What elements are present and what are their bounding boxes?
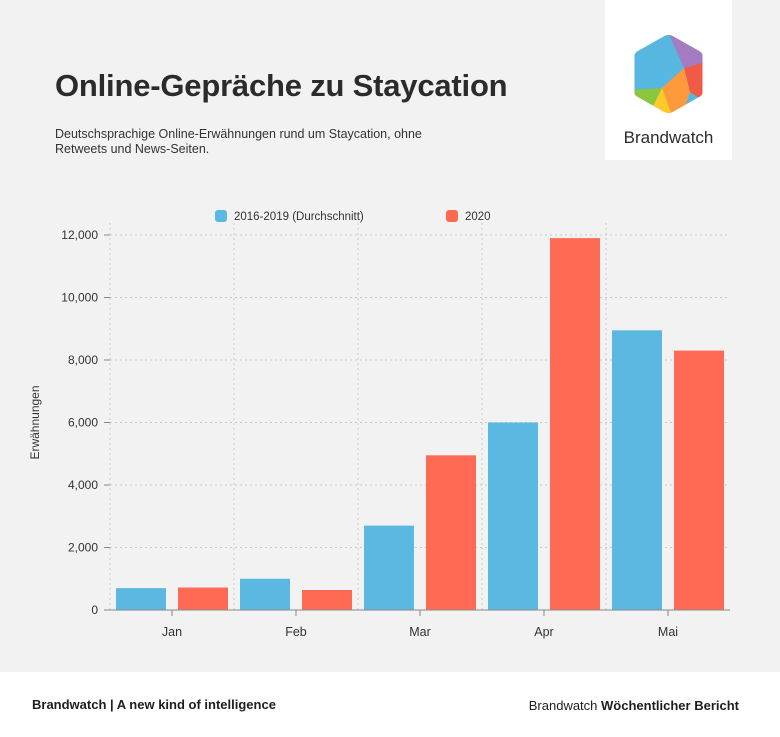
y-tick-label: 8,000 [68, 353, 98, 367]
y-tick-label: 2,000 [68, 541, 98, 555]
x-tick-label: Mar [409, 625, 431, 639]
bar-feb-series-2 [302, 590, 352, 610]
footer-report-title: Wöchentlicher Bericht [601, 698, 739, 713]
logo-wordmark: Brandwatch [623, 128, 714, 147]
y-tick-label: 4,000 [68, 478, 98, 492]
footer: Brandwatch | A new kind of intelligence … [0, 672, 780, 737]
bar-jan-series-2 [178, 587, 228, 610]
bar-chart: 0 2,000 4,000 6,000 8,000 10,000 12,000 Jan Feb M… [28, 210, 730, 639]
bar-apr-series-2 [550, 238, 600, 610]
brandwatch-logo: Brandwatch [605, 0, 732, 160]
legend-label-series-2: 2020 [465, 211, 491, 223]
x-tick-label: Jan [162, 625, 182, 639]
legend-swatch-series-2 [446, 210, 458, 222]
bar-mai-series-2 [674, 350, 724, 610]
bar-mar-series-2 [426, 455, 476, 610]
hexagon-logo-icon [634, 35, 703, 113]
chart-subtitle: Deutschsprachige Online-Erwähnungen rund… [55, 127, 422, 156]
y-tick-label: 6,000 [68, 416, 98, 430]
y-tick-label: 10,000 [61, 291, 98, 305]
bar-apr-series-1 [488, 422, 538, 610]
x-tick-label: Feb [285, 625, 307, 639]
footer-report-name: Brandwatch Wöchentlicher Bericht [529, 698, 739, 713]
y-tick-label: 12,000 [61, 228, 98, 242]
bar-mar-series-1 [364, 525, 414, 610]
footer-tagline: Brandwatch | A new kind of intelligence [32, 697, 276, 712]
x-tick-label: Apr [534, 625, 553, 639]
y-tick-label: 0 [91, 603, 98, 617]
bar-mai-series-1 [612, 330, 662, 610]
chart-title: Online-Gepräche zu Staycation [55, 68, 508, 103]
x-tick-label: Mai [658, 625, 678, 639]
footer-brand: Brandwatch [528, 698, 598, 713]
legend-label-series-1: 2016-2019 (Durchschnitt) [234, 211, 364, 223]
bar-feb-series-1 [240, 578, 290, 610]
bar-jan-series-1 [116, 588, 166, 610]
y-axis-label: Erwähnungen [28, 385, 42, 459]
legend-swatch-series-1 [215, 210, 227, 222]
